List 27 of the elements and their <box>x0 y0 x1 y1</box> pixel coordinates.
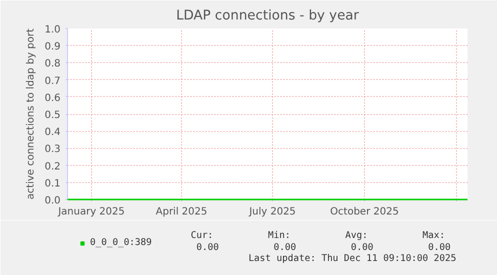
y-tick-label: 0.0 <box>44 196 61 206</box>
y-tick-label: 0.5 <box>44 110 61 121</box>
y-tick-label: 0.3 <box>44 144 61 156</box>
y-tick-label: 0.8 <box>44 58 61 70</box>
text: 0.00 <box>350 242 374 253</box>
y-tick-label: 0.7 <box>44 76 61 87</box>
x-tick-label: April 2025 <box>156 206 208 218</box>
text: 0.00 <box>274 242 296 253</box>
y-tick-label: 0.4 <box>44 127 61 138</box>
y-axis-title: active connections to ldap by port <box>26 28 37 200</box>
y-tick-label: 1.0 <box>44 24 61 36</box>
x-tick-label: January 2025 <box>57 206 125 218</box>
text: Avg: <box>345 230 368 241</box>
text: Max: <box>422 230 445 241</box>
text: 0.00 <box>428 242 451 253</box>
text: Last update: Thu Dec 11 09:10:00 2025 <box>248 253 456 264</box>
y-tick-label: 0.2 <box>44 161 61 172</box>
legend-label: 0_0_0_0:389 <box>90 237 152 248</box>
x-tick-label: October 2025 <box>330 206 399 218</box>
x-tick-label: July 2025 <box>248 206 296 218</box>
text: Min: <box>268 230 290 241</box>
text: Cur: <box>190 230 214 241</box>
y-tick-label: 0.9 <box>44 42 61 53</box>
text: 0.00 <box>196 242 220 253</box>
chart-title: LDAP connections - by year <box>176 8 360 24</box>
y-tick-label: 0.6 <box>44 92 61 104</box>
y-tick-label: 0.1 <box>44 178 61 190</box>
